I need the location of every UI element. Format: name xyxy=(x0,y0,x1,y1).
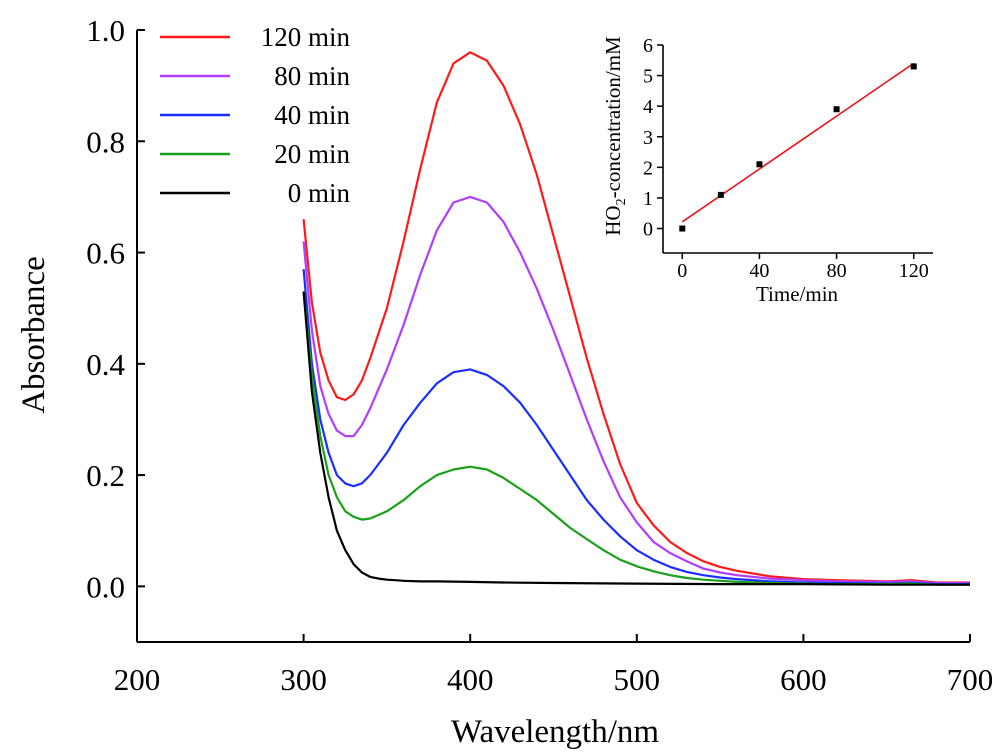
inset-y-title-part-2: -concentration/mM xyxy=(601,36,625,198)
series-line-40-min xyxy=(302,269,970,586)
inset-y-tick-label: 1 xyxy=(643,188,653,210)
series-line-20-min xyxy=(302,291,970,586)
series-line-80-min xyxy=(302,195,970,585)
inset-y-tick-label: 3 xyxy=(643,127,653,149)
main-x-tick-label: 400 xyxy=(447,662,494,697)
inset-fit-line xyxy=(681,62,915,223)
inset-y-axis-title: HO2-concentration/mM xyxy=(601,36,629,236)
series-line-0-min xyxy=(302,291,970,586)
inset-x-tick-label: 120 xyxy=(899,260,929,282)
inset-y-title-part-1: HO xyxy=(601,205,625,235)
inset-data-point xyxy=(910,63,917,70)
inset-y-tick-label: 4 xyxy=(643,96,653,118)
main-y-axis-title: Absorbance xyxy=(16,256,52,414)
main-y-tick-label: 1.0 xyxy=(86,13,125,48)
inset-y-tick-label: 5 xyxy=(643,66,653,88)
main-y-tick-label: 0.0 xyxy=(86,569,125,604)
inset-y-tick-label: 0 xyxy=(643,219,653,241)
main-x-tick-label: 500 xyxy=(614,662,661,697)
inset-x-tick-label: 0 xyxy=(677,260,687,282)
series-line-120-min xyxy=(302,51,970,584)
main-y-tick-label: 0.4 xyxy=(86,347,125,382)
inset-x-axis-title: Time/min xyxy=(756,282,839,306)
inset-plot-group xyxy=(679,62,917,232)
main-x-tick-label: 200 xyxy=(114,662,161,697)
inset-y-title-subscript: 2 xyxy=(614,198,629,205)
main-x-tick-label: 700 xyxy=(947,662,994,697)
main-legend: 120 min 80 min 40 min 20 min 0 min xyxy=(160,22,350,208)
legend-label: 120 min xyxy=(261,22,351,52)
inset-y-tick-label: 6 xyxy=(643,35,653,57)
main-y-tick-label: 0.2 xyxy=(86,458,125,493)
main-x-tick-label: 600 xyxy=(780,662,827,697)
main-x-tick-label: 300 xyxy=(280,662,327,697)
legend-label: 0 min xyxy=(288,178,351,208)
inset-x-tick-label: 40 xyxy=(749,260,769,282)
inset-x-tick-label: 80 xyxy=(827,260,847,282)
inset-data-point xyxy=(756,161,763,168)
inset-axes: 0 40 80 120 0 1 2 3 4 5 6 xyxy=(643,35,933,282)
inset-data-point xyxy=(717,191,724,198)
main-y-tick-label: 0.6 xyxy=(86,236,125,271)
inset-data-point xyxy=(679,225,686,232)
main-y-tick-label: 0.8 xyxy=(86,124,125,159)
legend-label: 40 min xyxy=(274,100,350,130)
main-x-axis-title: Wavelength/nm xyxy=(451,714,659,750)
legend-label: 20 min xyxy=(274,139,350,169)
legend-label: 80 min xyxy=(274,61,350,91)
main-series-group xyxy=(302,51,970,586)
inset-data-point xyxy=(833,106,840,113)
inset-y-tick-label: 2 xyxy=(643,157,653,179)
